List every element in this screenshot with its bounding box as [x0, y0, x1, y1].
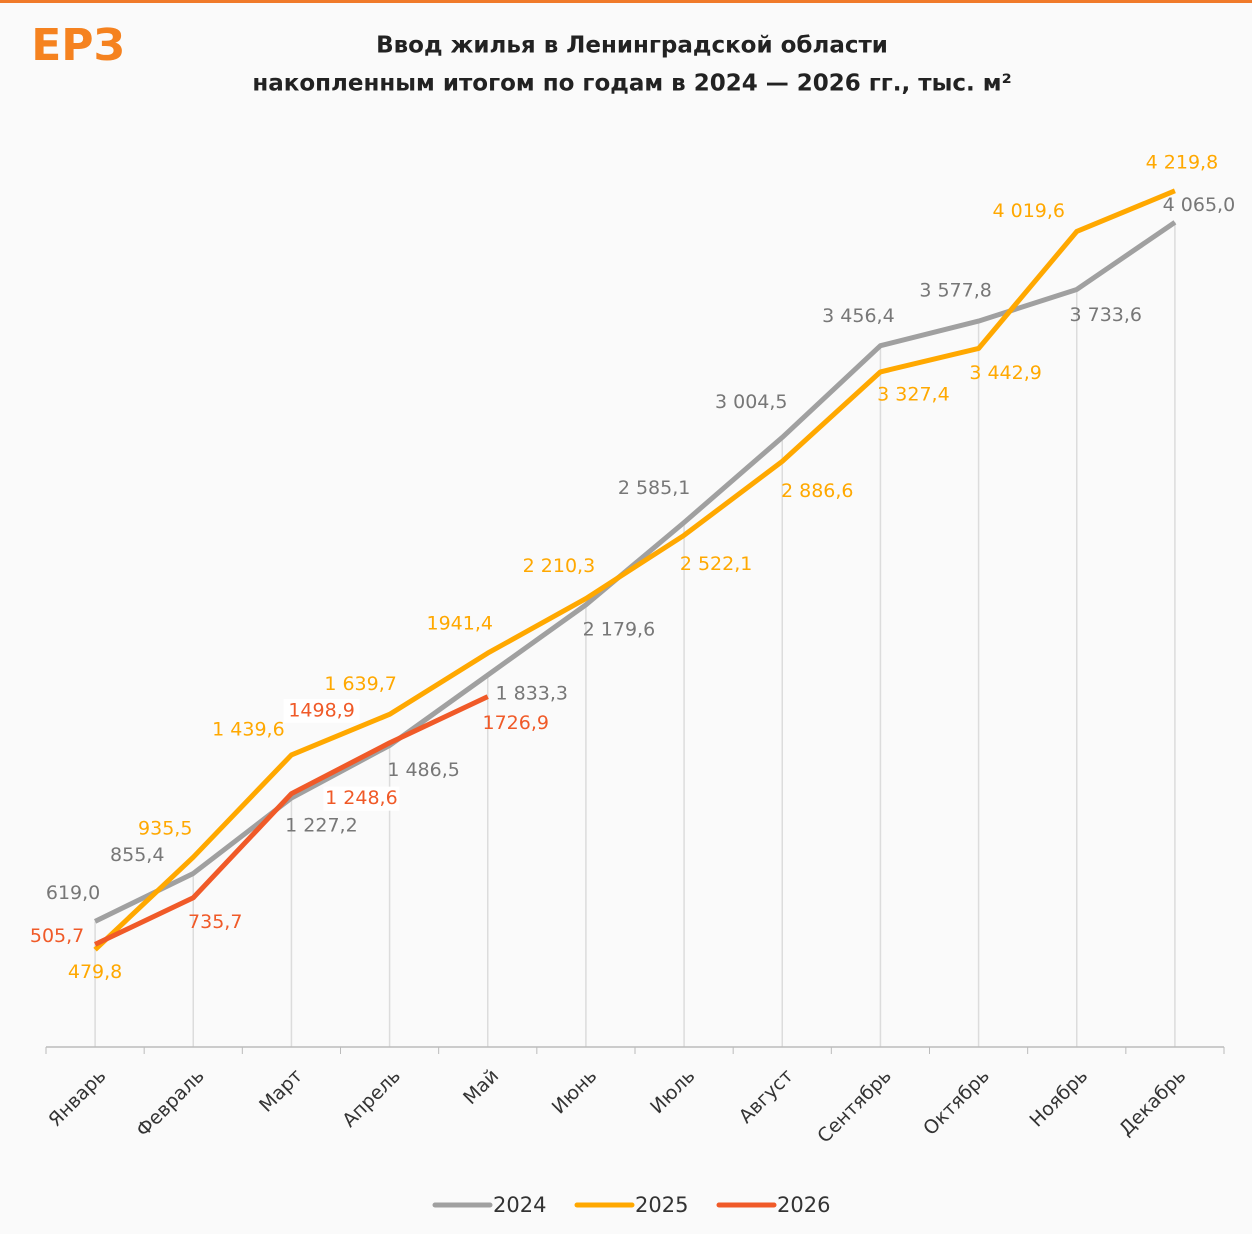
value-label: 3 733,6	[1069, 304, 1142, 326]
value-label: 2 522,1	[680, 553, 753, 575]
legend-label: 2026	[777, 1193, 830, 1217]
series-line	[94, 694, 489, 947]
series-line	[93, 188, 1176, 952]
value-label: 735,7	[188, 911, 242, 933]
value-label: 4 065,0	[1163, 194, 1236, 216]
label-bg	[323, 786, 400, 811]
value-label: 2 886,6	[781, 480, 854, 502]
value-label: 3 442,9	[969, 362, 1042, 384]
chart-title: накопленным итогом по годам в 2024 — 202…	[252, 71, 1011, 97]
legend-label: 2025	[635, 1193, 688, 1217]
legend-label: 2024	[493, 1193, 546, 1217]
value-label: 935,5	[138, 818, 192, 840]
value-label: 3 577,8	[919, 280, 992, 302]
value-label: 619,0	[46, 882, 100, 904]
value-label: 1 486,5	[387, 759, 460, 781]
value-label: 1 439,6	[212, 718, 285, 740]
value-label: 855,4	[110, 844, 164, 866]
label-bg	[283, 698, 360, 723]
value-label: 1726,9	[483, 712, 549, 734]
value-label: 3 456,4	[822, 305, 895, 327]
value-label: 2 585,1	[618, 477, 691, 499]
value-label: 1 248,6	[325, 787, 398, 809]
value-label: 2 179,6	[583, 618, 656, 640]
top-border	[0, 0, 1252, 3]
value-label: 479,8	[68, 961, 122, 983]
value-label: 1498,9	[288, 699, 354, 721]
value-label: 1 227,2	[285, 815, 358, 837]
value-label: 1941,4	[427, 613, 493, 635]
value-label: 3 327,4	[877, 383, 950, 405]
value-label: 4 019,6	[992, 200, 1065, 222]
chart-title: Ввод жилья в Ленинградской области	[376, 33, 888, 59]
logo: ЕРЗ	[31, 20, 125, 71]
value-label: 1 639,7	[324, 673, 397, 695]
value-label: 505,7	[30, 925, 84, 947]
value-label: 4 219,8	[1146, 151, 1219, 173]
value-label: 3 004,5	[715, 391, 788, 413]
value-label: 2 210,3	[523, 555, 596, 577]
value-label: 1 833,3	[495, 683, 568, 705]
